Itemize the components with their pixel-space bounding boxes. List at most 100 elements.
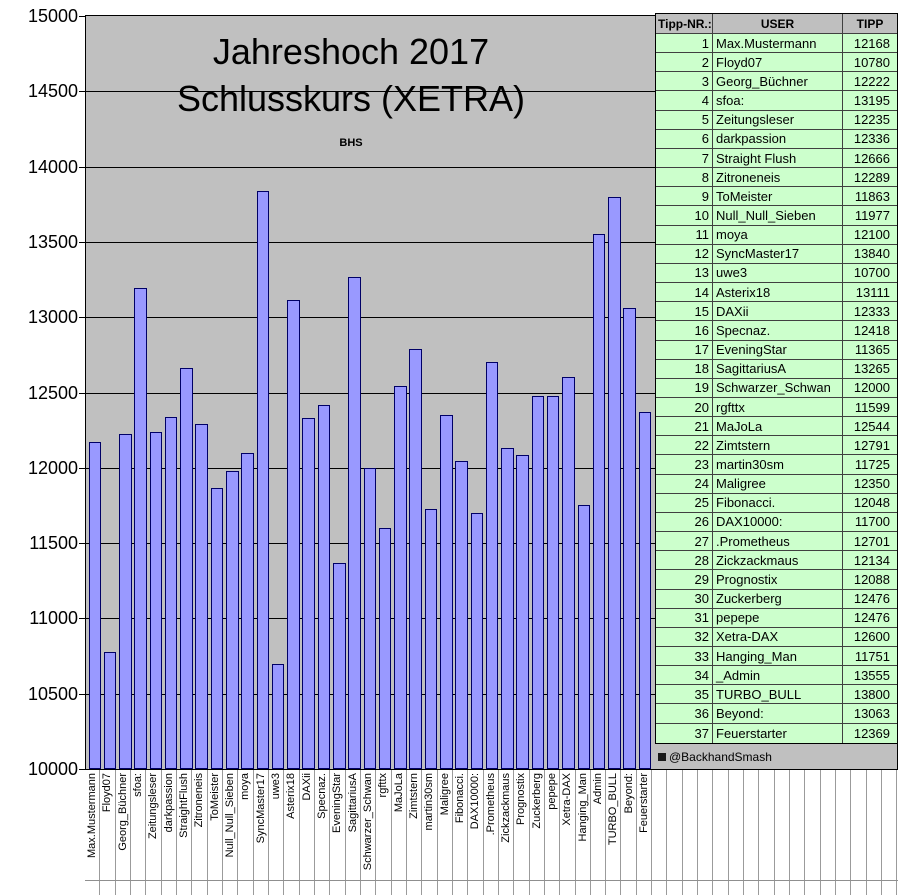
bar	[577, 505, 591, 769]
gridline	[86, 242, 897, 243]
x-axis-label-cell: Admin	[591, 770, 607, 880]
cell-tipp: 12600	[843, 628, 897, 647]
cell-tipp-nr: 5	[656, 110, 713, 130]
cell-tipp: 12000	[843, 379, 897, 398]
x-axis-label-cell: StraightFlush	[177, 770, 193, 880]
x-axis: Max.Mustermann Floyd07 Georg_Büchner sfoa: Z…	[85, 770, 898, 880]
cell-tipp: 12418	[843, 321, 897, 341]
sheet-grid-cell	[499, 881, 515, 895]
bar	[164, 417, 178, 769]
sheet-grid-cell	[836, 770, 852, 880]
cell-tipp-nr: 33	[656, 647, 713, 667]
y-axis-label: 10500	[27, 684, 78, 704]
cell-tipp: 12134	[843, 551, 897, 571]
cell-tipp-nr: 21	[656, 417, 713, 437]
x-axis-label: Admin	[591, 773, 604, 805]
sheet-grid-cell	[484, 881, 499, 895]
x-axis-label-cell: DAXii	[300, 770, 315, 880]
x-axis-label-cell: darkpassion	[162, 770, 177, 880]
sheet-grid-cell	[591, 881, 607, 895]
table-row: 31 pepepe 12476	[656, 608, 897, 628]
bar	[180, 368, 193, 769]
sheet-grid-cell	[698, 881, 714, 895]
cell-tipp: 12100	[843, 226, 897, 245]
bar	[394, 386, 407, 769]
cell-tipp-nr: 10	[656, 206, 713, 226]
table-row: 12 SyncMaster17 13840	[656, 244, 897, 264]
y-axis-tick-mark	[79, 618, 85, 619]
x-axis-label: Max.Mustermann	[86, 773, 99, 858]
chart-title-line1: Jahreshoch 2017	[212, 31, 490, 72]
x-axis-label: Feuerstarter	[637, 773, 650, 833]
y-axis-label: 12000	[27, 458, 78, 478]
cell-tipp: 12666	[843, 149, 897, 169]
bar	[88, 442, 101, 769]
bar	[455, 461, 468, 769]
x-axis-label: EveningStar	[331, 773, 344, 833]
y-axis-tick-mark	[79, 543, 85, 544]
sheet-grid-cell	[729, 770, 745, 880]
x-axis-label-cell: uwe3	[269, 770, 285, 880]
x-axis-label-cell: Zimtstern	[407, 770, 423, 880]
x-axis-label: .Prometheus	[484, 773, 497, 836]
sheet-grid-cell	[131, 881, 147, 895]
x-axis-label-cell: Hanging_Man	[576, 770, 591, 880]
sheet-grid-cell	[100, 881, 116, 895]
cell-user: Zitroneneis	[713, 168, 843, 188]
table-row: 32 Xetra-DAX 12600	[656, 627, 897, 647]
x-axis-label: Null_Null_Sieben	[224, 773, 237, 858]
table-row: 17 EveningStar 11365	[656, 340, 897, 360]
cell-tipp: 12476	[843, 609, 897, 628]
cell-tipp: 13111	[843, 283, 897, 303]
x-axis-label-cell: Zickzackmaus	[499, 770, 515, 880]
sheet-grid-cell	[637, 881, 653, 895]
sheet-grid-cell	[882, 770, 898, 880]
sheet-grid-cell	[698, 770, 714, 880]
cell-user: rgfttx	[713, 397, 843, 418]
cell-tipp: 11751	[843, 647, 897, 667]
cell-tipp-nr: 25	[656, 493, 713, 513]
cell-user: Null_Null_Sieben	[713, 206, 843, 226]
table-row: 16 Specnaz. 12418	[656, 321, 897, 341]
gridline	[86, 91, 897, 92]
bar	[501, 448, 514, 769]
bar	[103, 652, 117, 769]
cell-tipp-nr: 16	[656, 321, 713, 341]
sheet-grid-cell	[775, 881, 791, 895]
sheet-grid-cell	[667, 770, 683, 880]
cell-tipp: 12369	[853, 725, 890, 741]
y-axis-label: 15000	[27, 6, 78, 26]
cell-user: Asterix18	[713, 283, 843, 303]
x-axis-label-cell: DAX10000:	[468, 770, 484, 880]
bar	[440, 415, 453, 769]
x-axis-label: Fibonacci.	[454, 773, 467, 824]
cell-tipp: 11725	[843, 455, 897, 475]
bar	[546, 396, 560, 769]
sheet-grid-cell	[667, 881, 683, 895]
sheet-grid-cell	[453, 881, 469, 895]
cell-user: Prognostix	[713, 570, 843, 590]
header-tipp-nr: Tipp-NR.:	[656, 14, 713, 34]
sheet-grid-cell	[652, 881, 668, 895]
bar	[271, 664, 285, 769]
cell-tipp: 13555	[843, 666, 897, 686]
sheet-grid-cell	[346, 881, 361, 895]
table-row: 24 Maligree 12350	[656, 474, 897, 494]
sheet-grid-cell	[744, 770, 760, 880]
cell-user: Georg_Büchner	[713, 72, 843, 92]
table-row: 28 Zickzackmaus 12134	[656, 551, 897, 571]
cell-user: Zimtstern	[713, 436, 843, 456]
sheet-grid-cell	[652, 770, 668, 880]
tipp-table: Tipp-NR.: USER TIPP 1 Max.Mustermann 12168…	[655, 13, 898, 744]
cell-user: .Prometheus	[713, 532, 843, 552]
cell-tipp: 11977	[843, 206, 897, 226]
cell-user: MaJoLa	[713, 417, 843, 437]
table-row: 7 Straight Flush 12666	[656, 148, 897, 169]
y-axis-label: 13000	[27, 307, 78, 327]
bar	[378, 528, 392, 769]
sheet-grid-cell	[836, 881, 852, 895]
y-axis-label: 14000	[27, 157, 78, 177]
sheet-grid-cell	[882, 881, 898, 895]
bar	[317, 405, 331, 769]
